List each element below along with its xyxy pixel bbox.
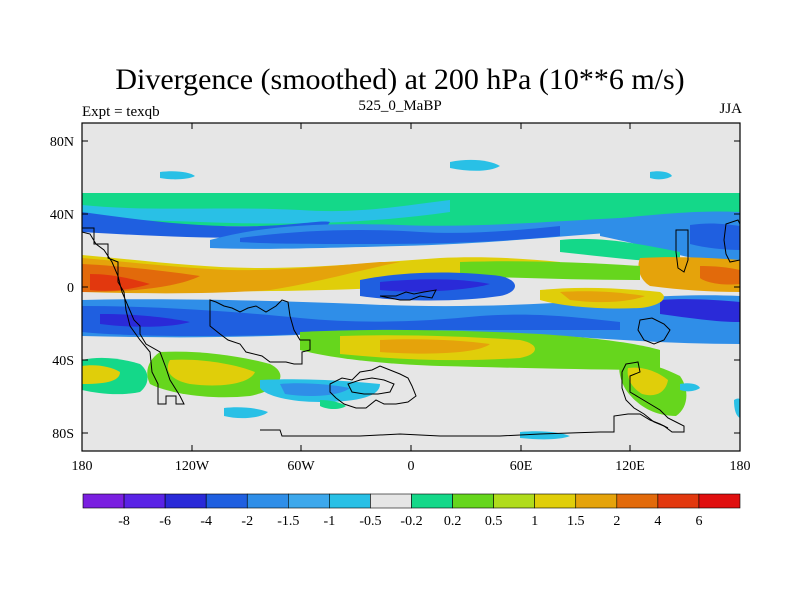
tick-marks <box>82 123 740 451</box>
x-tick-60e: 60E <box>510 459 533 474</box>
colorbar-label: 4 <box>654 514 661 529</box>
south-orange-core <box>380 339 490 354</box>
y-tick-40s: 40S <box>52 354 74 369</box>
colorbar-swatch <box>205 493 248 509</box>
experiment-label: Expt = texqb <box>82 104 160 120</box>
colorbar-swatch <box>123 493 166 509</box>
south-east-yellow-patch <box>627 367 668 396</box>
south-cyan-small-1 <box>320 400 346 409</box>
south-blue-darkest <box>100 314 190 327</box>
colorbar-label: 1.5 <box>567 514 585 529</box>
colorbar-label: 0.2 <box>444 514 462 529</box>
colorbar-swatch <box>534 493 577 509</box>
colorbar-label: -1 <box>324 514 336 529</box>
colorbar-label: -0.5 <box>359 514 381 529</box>
north-east-green <box>560 238 680 262</box>
x-tick-120e: 120E <box>615 459 645 474</box>
colorbar-swatch <box>246 493 289 509</box>
south-cyan-small-4 <box>734 398 740 418</box>
south-cyan-small-5 <box>680 383 700 392</box>
colorbar-swatch <box>329 493 371 509</box>
map-title: Divergence (smoothed) at 200 hPa (10**6 … <box>115 63 685 96</box>
eurasia-outline <box>379 289 437 301</box>
colorbar-swatch <box>452 493 494 509</box>
east-asia-outline <box>675 229 689 273</box>
north-band-white <box>82 237 520 253</box>
x-tick-180w: 180 <box>72 459 93 474</box>
y-tick-40n: 40N <box>50 208 74 223</box>
x-tick-0: 0 <box>408 459 415 474</box>
north-band-cyan-1 <box>82 200 450 224</box>
south-yellow-patch <box>167 359 255 386</box>
east-coast-outline <box>723 219 741 263</box>
east-band-green <box>460 261 640 280</box>
southeast-asia-outline <box>637 317 671 345</box>
colorbar-label: -0.2 <box>400 514 422 529</box>
north-cyan-patch-3 <box>650 171 672 180</box>
north-cyan-patch-2 <box>450 159 500 171</box>
colorbar-swatch <box>164 493 207 509</box>
colorbar-label: 6 <box>695 514 702 529</box>
y-tick-0: 0 <box>67 281 74 296</box>
australia-inner <box>347 377 395 395</box>
colorbar-swatch <box>370 493 412 509</box>
x-tick-labels: 180 120W 60W 0 60E 120E 180 <box>72 459 751 474</box>
australia-outline <box>329 365 417 409</box>
colorbar-label: 2 <box>613 514 620 529</box>
colorbar-label: -1.5 <box>277 514 299 529</box>
x-tick-120w: 120W <box>175 459 210 474</box>
season-label: JJA <box>719 101 742 117</box>
colorbar-label: -2 <box>241 514 253 529</box>
x-tick-60w: 60W <box>287 459 315 474</box>
colorbar-label: 0.5 <box>485 514 503 529</box>
north-east-blue-deep <box>690 223 740 250</box>
colorbar-swatch <box>288 493 330 509</box>
south-east-orange <box>560 291 645 303</box>
south-west-yellow <box>82 365 120 384</box>
divergence-field <box>82 159 740 440</box>
y-tick-80s: 80S <box>52 427 74 442</box>
south-cyan-small-2 <box>224 407 268 419</box>
y-tick-80n: 80N <box>50 135 74 150</box>
colorbar-swatch <box>698 493 741 509</box>
south-east-blue-deep <box>660 299 740 322</box>
colorbar-swatch <box>82 493 125 509</box>
equator-blue-deep <box>380 279 490 292</box>
south-blue-patch <box>280 383 350 396</box>
continent-outlines <box>81 219 741 437</box>
colorbar-swatch <box>493 493 535 509</box>
equator-east-red <box>700 266 740 285</box>
north-band-blue-3 <box>240 226 560 244</box>
colorbar-swatch <box>657 493 700 509</box>
colorbar-label: -4 <box>200 514 212 529</box>
colorbar-swatch <box>411 493 453 509</box>
antarctica-outline <box>260 413 669 437</box>
y-tick-labels: 80N 40N 0 40S 80S <box>50 135 74 442</box>
americas-outline <box>81 227 185 405</box>
colorbar-label: 1 <box>531 514 538 529</box>
x-tick-180e: 180 <box>730 459 751 474</box>
australia-east-outline <box>621 361 685 433</box>
africa-outline <box>209 299 311 365</box>
colorbar-label: -8 <box>118 514 130 529</box>
colorbar-swatch <box>616 493 659 509</box>
south-blue-deep <box>82 306 620 336</box>
colorbar-swatch <box>575 493 618 509</box>
run-label: 525_0_MaBP <box>358 98 442 114</box>
colorbar: -8 -6 -4 -2 -1.5 -1 -0.5 -0.2 0.2 0.5 1 1.5 2 4 6 <box>82 493 741 529</box>
north-cyan-patch-1 <box>160 171 195 180</box>
colorbar-label: -6 <box>159 514 171 529</box>
